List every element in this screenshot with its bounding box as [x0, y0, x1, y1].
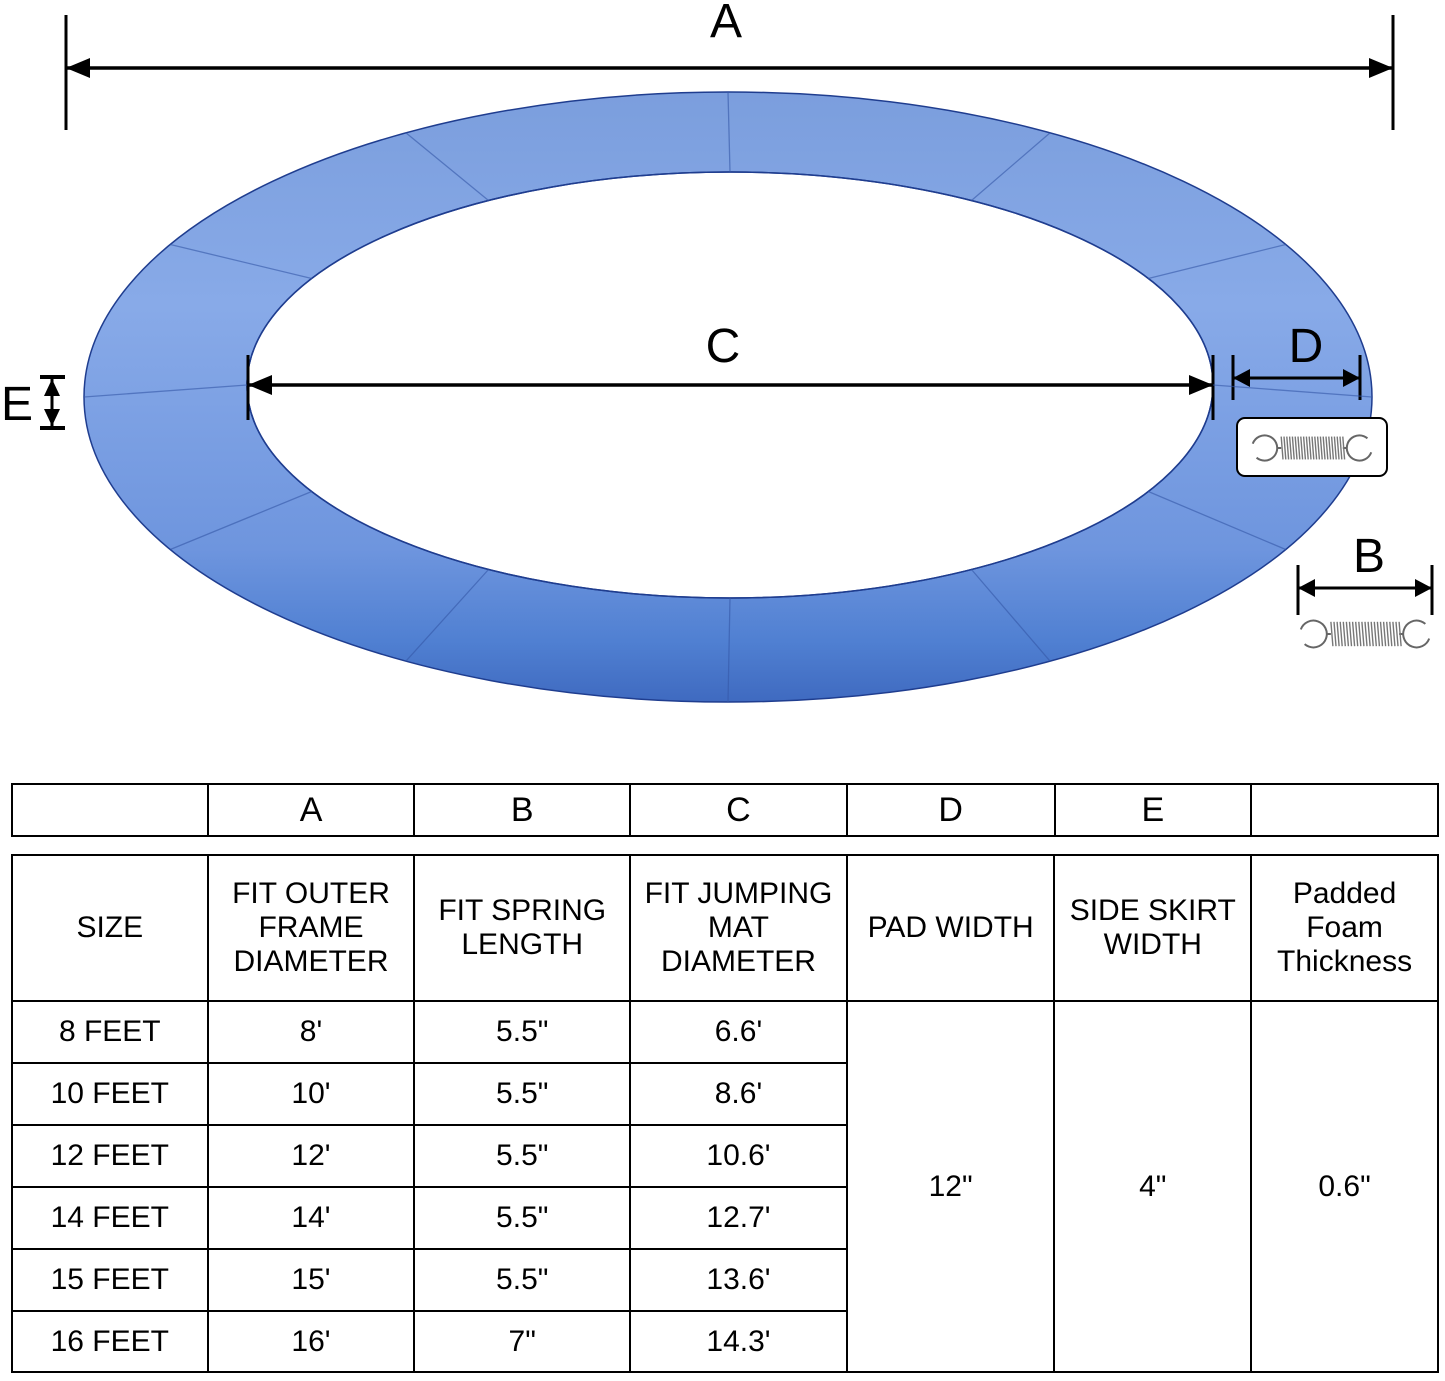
svg-text:B: B	[1353, 530, 1385, 583]
svg-text:D: D	[1289, 320, 1324, 373]
svg-text:C: C	[706, 320, 741, 373]
svg-text:A: A	[710, 0, 742, 48]
svg-text:E: E	[1, 378, 33, 431]
